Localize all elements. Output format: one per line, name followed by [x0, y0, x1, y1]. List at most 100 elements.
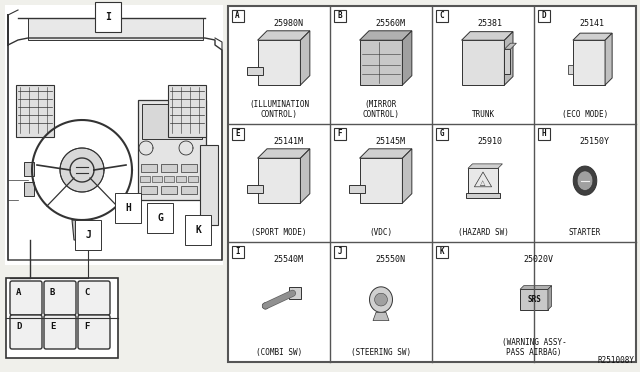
- Text: R251008Y: R251008Y: [598, 356, 635, 365]
- Polygon shape: [374, 293, 387, 306]
- Polygon shape: [360, 31, 412, 40]
- Bar: [573, 40, 605, 85]
- Text: D: D: [541, 11, 546, 20]
- Polygon shape: [548, 286, 552, 310]
- Text: △: △: [480, 180, 486, 186]
- Polygon shape: [461, 32, 513, 40]
- Text: (VDC): (VDC): [369, 228, 392, 237]
- FancyBboxPatch shape: [44, 315, 76, 349]
- Text: (ECO MODE): (ECO MODE): [562, 110, 608, 119]
- Bar: [360, 40, 403, 85]
- Bar: [141, 186, 157, 194]
- FancyBboxPatch shape: [435, 10, 447, 22]
- Text: B: B: [337, 11, 342, 20]
- Text: STARTER: STARTER: [569, 228, 601, 237]
- Polygon shape: [369, 287, 392, 312]
- Polygon shape: [577, 171, 593, 190]
- Bar: [181, 186, 197, 194]
- Bar: [142, 104, 202, 139]
- FancyBboxPatch shape: [435, 246, 447, 257]
- Text: H: H: [125, 203, 131, 213]
- Bar: [138, 100, 206, 200]
- Text: F: F: [337, 129, 342, 138]
- Bar: [24, 182, 34, 196]
- Text: (WARNING ASSY-
PASS AIRBAG): (WARNING ASSY- PASS AIRBAG): [502, 338, 566, 357]
- Bar: [16, 85, 54, 137]
- Polygon shape: [373, 312, 389, 321]
- Text: 25381: 25381: [478, 19, 503, 28]
- Text: I: I: [235, 247, 240, 256]
- Text: A: A: [16, 288, 21, 297]
- Text: A: A: [235, 11, 240, 20]
- Bar: [466, 193, 500, 198]
- Bar: [228, 6, 636, 362]
- Text: 25980N: 25980N: [274, 19, 304, 28]
- FancyBboxPatch shape: [538, 10, 550, 22]
- FancyBboxPatch shape: [435, 128, 447, 140]
- Polygon shape: [573, 166, 596, 195]
- Polygon shape: [403, 31, 412, 85]
- Text: J: J: [85, 230, 91, 240]
- Bar: [141, 164, 157, 172]
- Text: 25141: 25141: [580, 19, 605, 28]
- Bar: [504, 49, 511, 74]
- Polygon shape: [605, 33, 612, 85]
- Text: 25150Y: 25150Y: [580, 137, 610, 146]
- Bar: [461, 40, 504, 85]
- Text: TRUNK: TRUNK: [472, 110, 495, 119]
- Bar: [161, 186, 177, 194]
- Text: (HAZARD SW): (HAZARD SW): [458, 228, 508, 237]
- FancyBboxPatch shape: [78, 281, 110, 315]
- Bar: [289, 287, 301, 299]
- Text: E: E: [50, 322, 56, 331]
- Text: B: B: [50, 288, 56, 297]
- Bar: [152, 176, 162, 182]
- Text: F: F: [84, 322, 90, 331]
- Polygon shape: [60, 148, 104, 192]
- Text: 25145M: 25145M: [376, 137, 406, 146]
- Bar: [257, 158, 300, 203]
- FancyBboxPatch shape: [44, 281, 76, 315]
- Bar: [164, 176, 174, 182]
- Text: G: G: [439, 129, 444, 138]
- Text: (COMBI SW): (COMBI SW): [256, 348, 302, 357]
- Bar: [188, 176, 198, 182]
- Text: (MIRROR
CONTROL): (MIRROR CONTROL): [362, 100, 399, 119]
- FancyBboxPatch shape: [538, 128, 550, 140]
- Text: J: J: [337, 247, 342, 256]
- Text: I: I: [105, 12, 111, 22]
- Polygon shape: [520, 286, 552, 289]
- FancyBboxPatch shape: [10, 281, 42, 315]
- FancyBboxPatch shape: [333, 128, 346, 140]
- Bar: [140, 176, 150, 182]
- Polygon shape: [72, 220, 92, 240]
- Bar: [200, 145, 218, 225]
- Text: E: E: [235, 129, 240, 138]
- Polygon shape: [300, 31, 310, 85]
- Polygon shape: [504, 43, 516, 49]
- FancyBboxPatch shape: [232, 10, 243, 22]
- Bar: [181, 164, 197, 172]
- FancyBboxPatch shape: [333, 246, 346, 257]
- Bar: [176, 176, 186, 182]
- Bar: [5, 5, 223, 265]
- FancyBboxPatch shape: [333, 10, 346, 22]
- Bar: [161, 164, 177, 172]
- Bar: [24, 162, 34, 176]
- Polygon shape: [573, 33, 612, 40]
- Text: (SPORT MODE): (SPORT MODE): [252, 228, 307, 237]
- Text: (STEERING SW): (STEERING SW): [351, 348, 411, 357]
- Text: C: C: [439, 11, 444, 20]
- Bar: [228, 6, 636, 362]
- Text: 25550N: 25550N: [376, 255, 406, 264]
- Polygon shape: [504, 32, 513, 85]
- Bar: [568, 65, 573, 74]
- Text: H: H: [541, 129, 546, 138]
- Bar: [520, 289, 548, 310]
- Text: K: K: [439, 247, 444, 256]
- Text: D: D: [16, 322, 21, 331]
- FancyBboxPatch shape: [232, 128, 243, 140]
- FancyBboxPatch shape: [78, 315, 110, 349]
- Text: 25910: 25910: [478, 137, 503, 146]
- Text: C: C: [84, 288, 90, 297]
